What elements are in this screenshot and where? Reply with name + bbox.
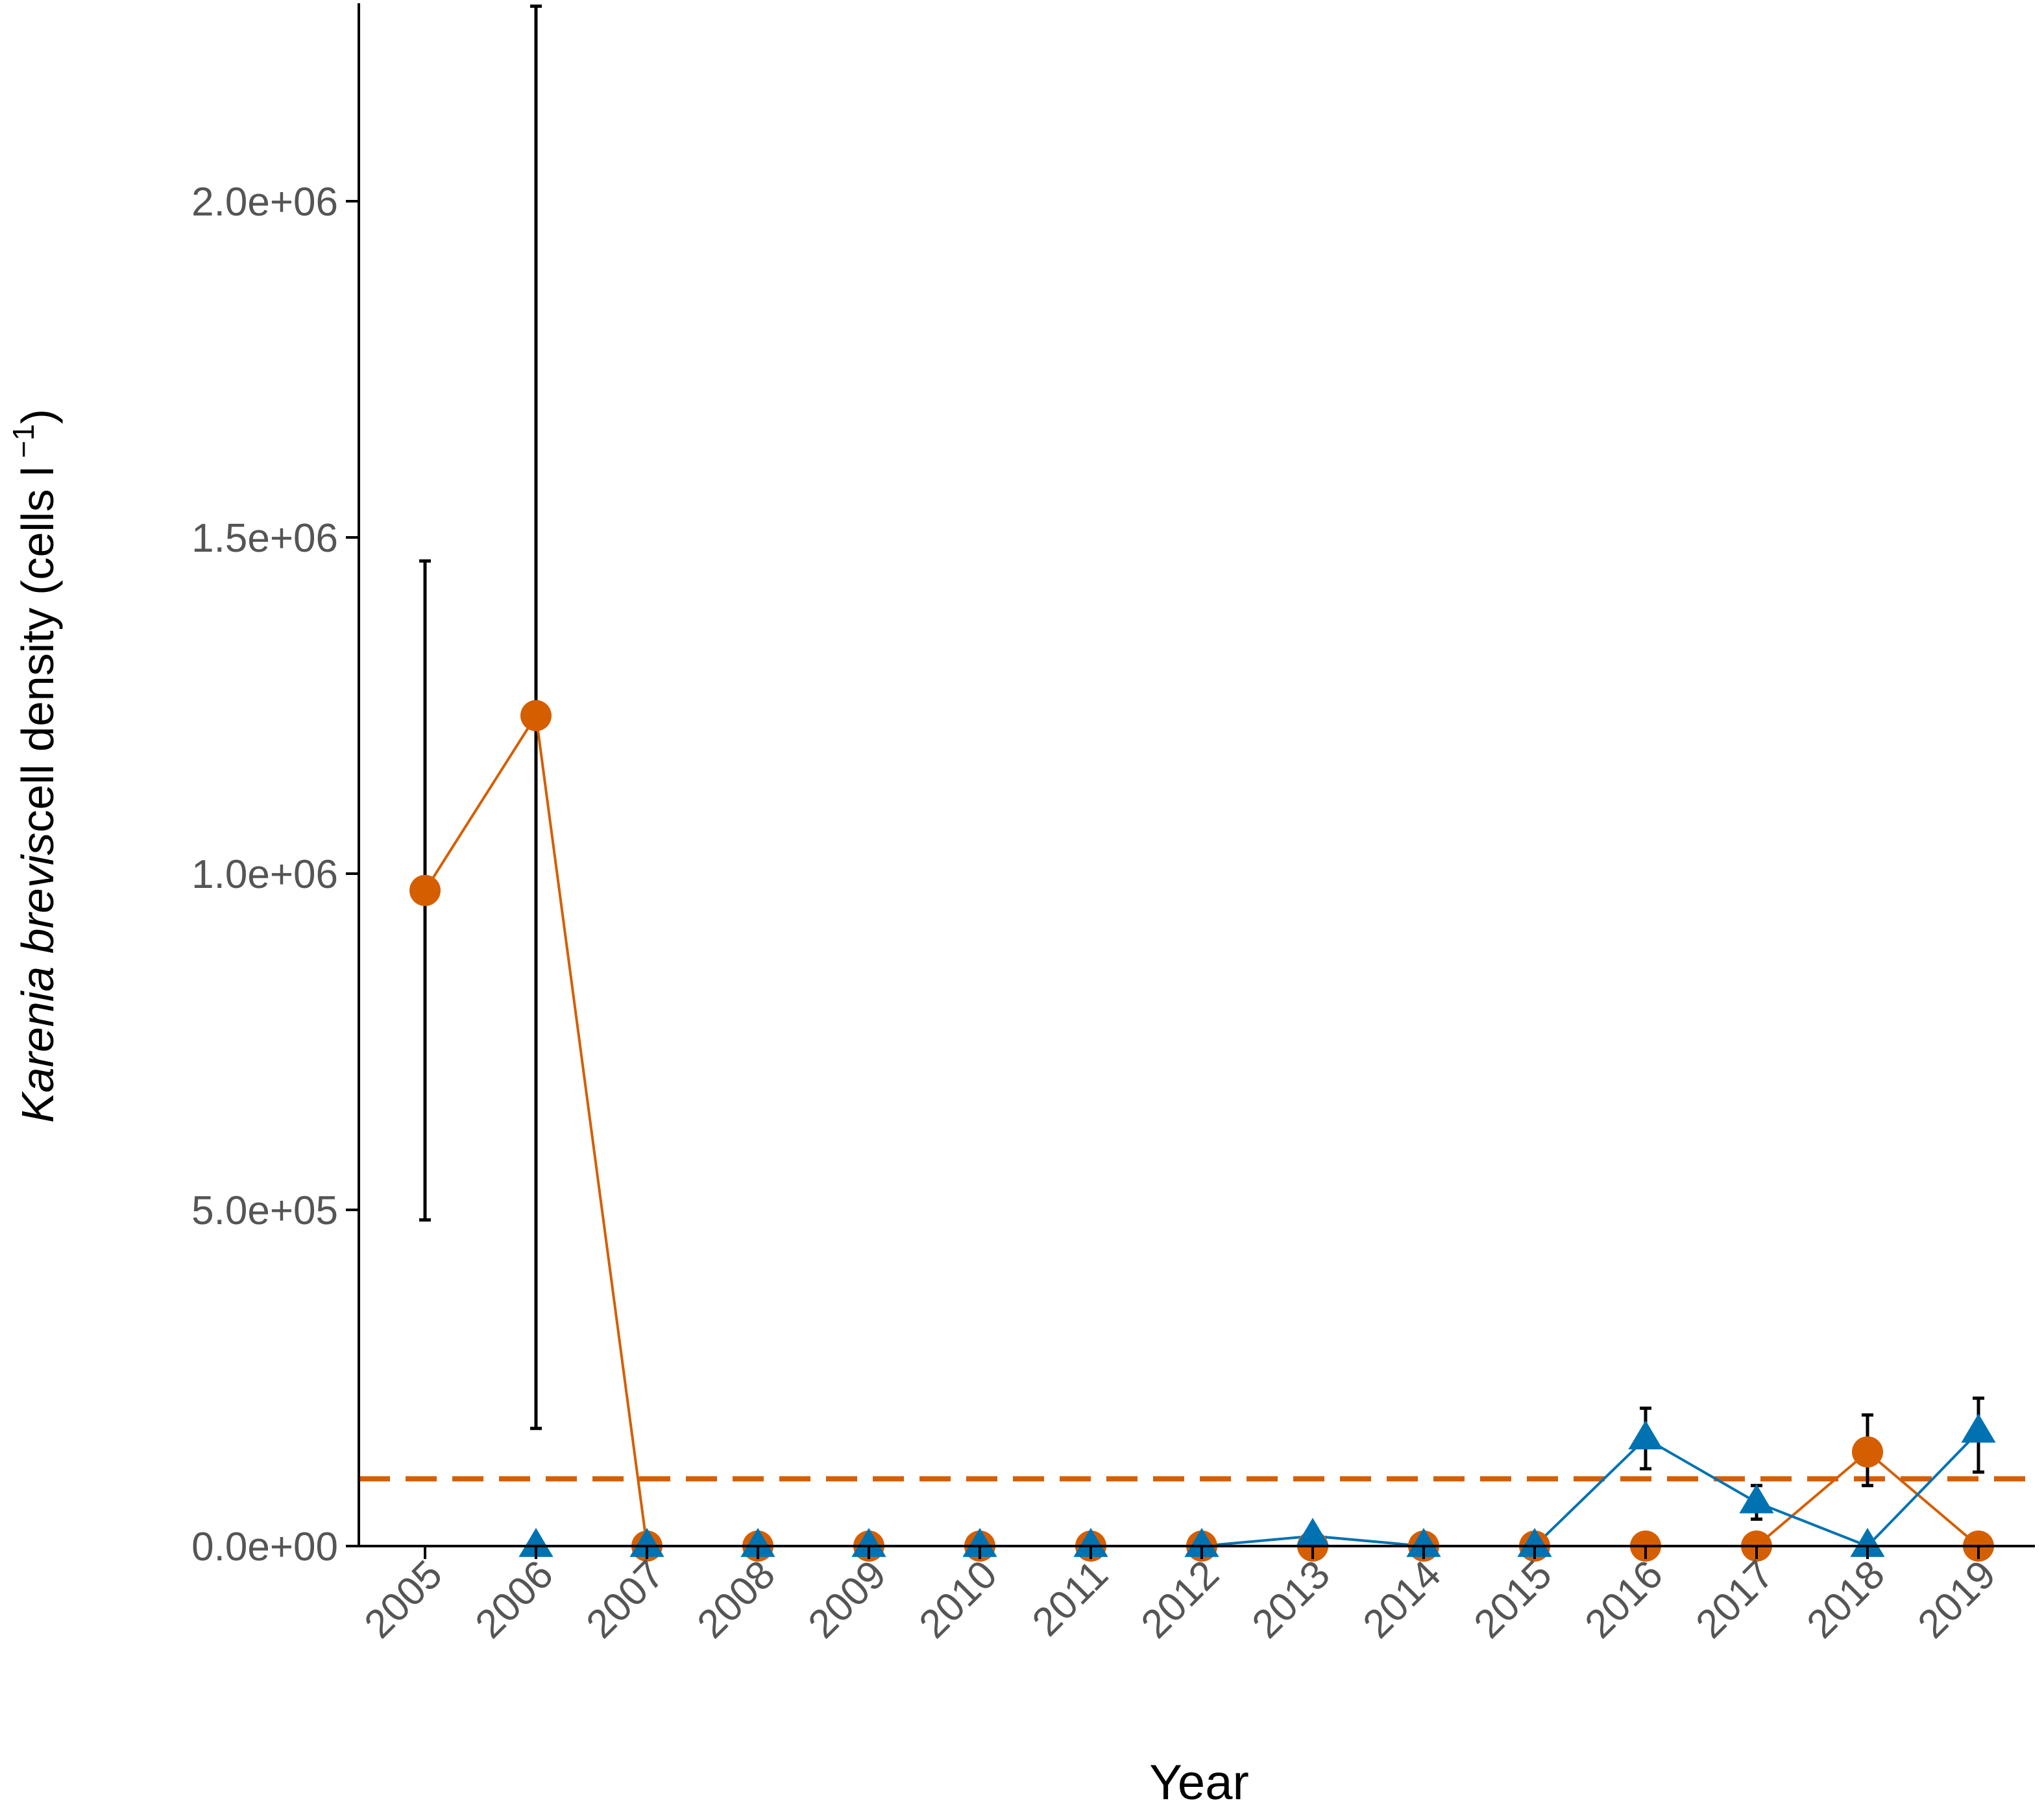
x-tick-label: 2009 xyxy=(800,1552,895,1647)
x-tick-label: 2007 xyxy=(578,1552,673,1647)
y-axis-title-close: ) xyxy=(12,409,63,424)
blue-series-point xyxy=(962,1528,997,1557)
blue-series-point xyxy=(1184,1528,1219,1557)
x-tick-label: 2010 xyxy=(911,1552,1006,1647)
error-bar-layer xyxy=(419,5,1984,1521)
y-tick-label: 5.0e+05 xyxy=(191,1188,338,1233)
blue-series-line xyxy=(536,1431,1980,1548)
blue-series-point xyxy=(1961,1413,1996,1443)
x-axis-title: Year xyxy=(1149,1755,1249,1807)
x-tick-label: 2011 xyxy=(1024,1552,1117,1645)
x-tick-label: 2016 xyxy=(1577,1552,1672,1647)
x-tick-label: 2018 xyxy=(1799,1552,1893,1647)
x-tick-label: 2008 xyxy=(689,1552,784,1647)
orange-series-line xyxy=(424,711,1980,1547)
orange-series-point xyxy=(1852,1436,1883,1468)
orange-series-point xyxy=(409,874,441,906)
marker-layer xyxy=(409,700,1996,1562)
y-axis-title: Karenia breviscell density (cells l −1) xyxy=(6,409,63,1123)
x-tick-label: 2019 xyxy=(1910,1552,2004,1647)
x-tick-label: 2013 xyxy=(1244,1552,1339,1647)
blue-series-point xyxy=(1850,1528,1885,1557)
orange-series-point xyxy=(520,700,552,731)
y-axis-title-unit: cell density (cells l xyxy=(12,467,63,833)
x-tick-label: 2014 xyxy=(1355,1552,1450,1647)
blue-series-point xyxy=(1628,1420,1663,1450)
blue-series-point xyxy=(851,1528,886,1557)
blue-series-point xyxy=(1406,1528,1441,1557)
x-tick-label: 2012 xyxy=(1133,1552,1228,1647)
y-axis-title-species: Karenia brevis xyxy=(12,833,63,1123)
y-tick-label: 1.0e+06 xyxy=(191,852,338,897)
blue-series-point xyxy=(740,1528,775,1557)
y-tick-label: 1.5e+06 xyxy=(191,516,338,561)
blue-series-point xyxy=(1295,1518,1330,1547)
y-tick-label: 2.0e+06 xyxy=(191,180,338,225)
x-tick-label: 2005 xyxy=(356,1552,451,1647)
x-tick-label: 2017 xyxy=(1688,1552,1782,1647)
x-tick-label: 2015 xyxy=(1466,1552,1561,1647)
blue-series-point xyxy=(1517,1528,1552,1557)
blue-series-point xyxy=(629,1528,664,1557)
x-tick-label: 2006 xyxy=(467,1552,562,1647)
blue-series-point xyxy=(1739,1484,1774,1514)
blue-series-point xyxy=(518,1528,554,1557)
blue-series-point xyxy=(1073,1528,1108,1557)
series-line-layer xyxy=(424,711,1980,1548)
y-axis-title-exponent: −1 xyxy=(6,424,40,466)
y-tick-label: 0.0e+00 xyxy=(191,1525,338,1569)
